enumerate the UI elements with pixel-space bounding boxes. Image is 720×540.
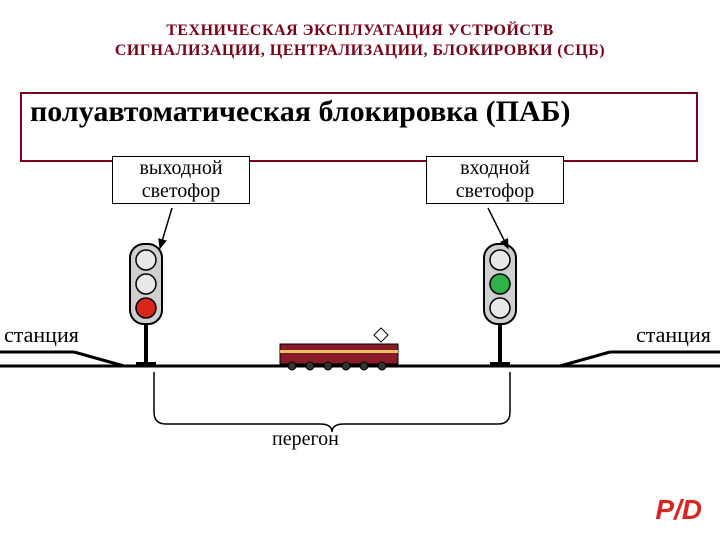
title-line-2: СИГНАЛИЗАЦИИ, ЦЕНТРАЛИЗАЦИИ, БЛОКИРОВКИ …	[0, 42, 720, 60]
station-right-label: станция	[636, 322, 711, 348]
exit-label-line1: выходной	[121, 157, 241, 180]
rzd-logo: P/D	[655, 494, 702, 526]
entry-label-line2: светофор	[435, 180, 555, 203]
title-block: ТЕХНИЧЕСКАЯ ЭКСПЛУАТАЦИЯ УСТРОЙСТВ СИГНА…	[0, 0, 720, 60]
main-heading-text: полуавтоматическая блокировка (ПАБ)	[30, 95, 570, 128]
main-heading-box: полуавтоматическая блокировка (ПАБ)	[20, 92, 698, 162]
title-line-1: ТЕХНИЧЕСКАЯ ЭКСПЛУАТАЦИЯ УСТРОЙСТВ	[0, 22, 720, 40]
entry-signal-label-box: входной светофор	[426, 156, 564, 204]
span-label: перегон	[272, 428, 339, 451]
entry-label-line1: входной	[435, 157, 555, 180]
exit-signal-label-box: выходной светофор	[112, 156, 250, 204]
diagram-svg	[0, 0, 720, 540]
station-left-label: станция	[4, 322, 79, 348]
exit-label-line2: светофор	[121, 180, 241, 203]
